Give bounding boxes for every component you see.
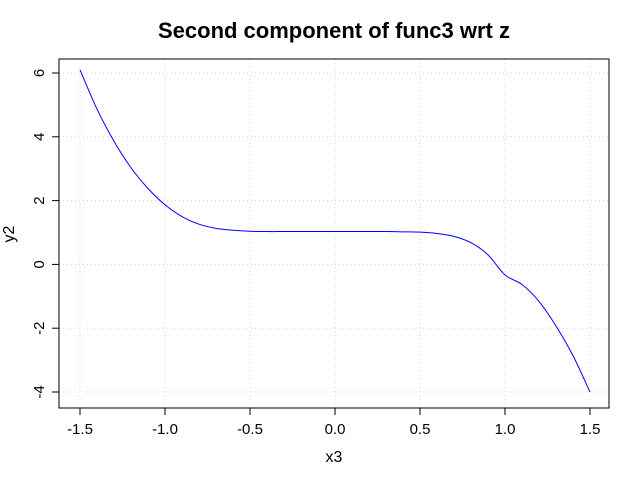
grid-lines	[59, 59, 609, 408]
series-layer	[79, 69, 591, 393]
x-tick-label: 1.0	[495, 421, 516, 438]
x-axis-label: x3	[326, 449, 343, 466]
y-tick-label: 4	[31, 133, 48, 141]
chart-title: Second component of func3 wrt z	[158, 18, 510, 43]
x-tick-label: -1.0	[152, 421, 178, 438]
y-axis-label: y2	[1, 225, 18, 242]
axes: -1.5 -1.0 -0.5 0.0 0.5 1.0 1.5 -4 -2 0 2 4 6	[31, 58, 610, 438]
x-tick-label: 0.0	[325, 421, 346, 438]
x-tick-label: 1.5	[580, 421, 601, 438]
plot-frame	[58, 58, 610, 409]
x-tick-label: -0.5	[237, 421, 263, 438]
series-line-y2	[79, 69, 591, 393]
y-tick-label: 2	[31, 196, 48, 204]
x-tick-label: 0.5	[410, 421, 431, 438]
y-tick-label: 0	[31, 260, 48, 268]
x-tick-label: -1.5	[67, 421, 93, 438]
y-tick-label: -4	[31, 385, 48, 398]
y-tick-label: 6	[31, 69, 48, 77]
y-tick-label: -2	[31, 322, 48, 335]
